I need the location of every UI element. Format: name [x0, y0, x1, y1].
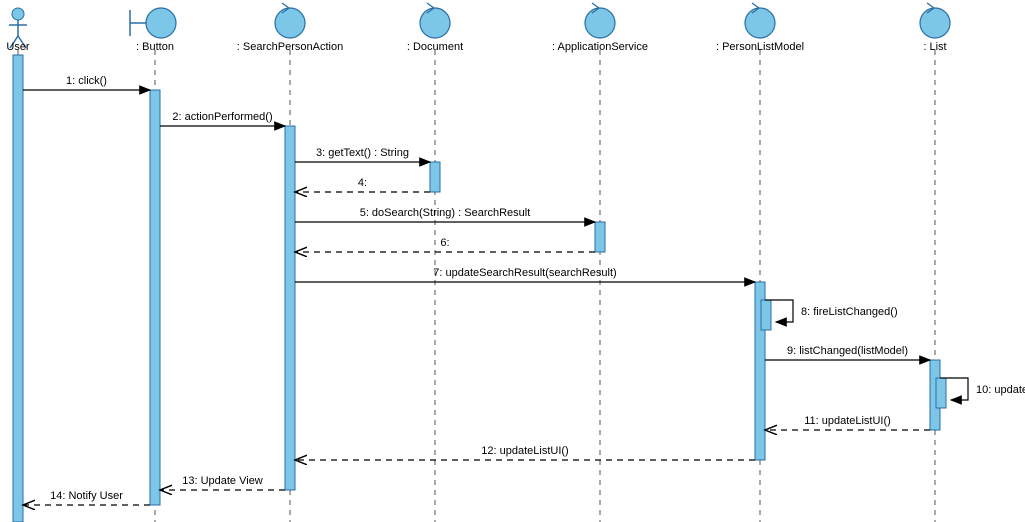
message-5: 5: doSearch(String) : SearchResult — [295, 207, 595, 222]
svg-text:13: Update View: 13: Update View — [182, 475, 263, 487]
message-12: 12: updateListUI() — [295, 445, 755, 460]
sequence-diagram: User : Button : SearchPersonAction : Docume… — [0, 0, 1025, 522]
svg-text:User: User — [6, 41, 30, 53]
message-1: 1: click() — [23, 75, 150, 90]
activation-spa — [285, 126, 295, 490]
lifeline-doc: : Document — [407, 3, 463, 522]
svg-text:: List: : List — [923, 41, 946, 53]
svg-text:7: updateSearchResult(searchRe: 7: updateSearchResult(searchResult) — [433, 267, 616, 279]
svg-text:8: fireListChanged(): 8: fireListChanged() — [801, 306, 898, 318]
message-4: 4: — [295, 177, 430, 192]
message-6: 6: — [295, 237, 595, 252]
svg-text:1: click(): 1: click() — [66, 75, 107, 87]
svg-text:: SearchPersonAction: : SearchPersonAction — [237, 41, 343, 53]
message-13: 13: Update View — [160, 475, 285, 490]
svg-text:11: updateListUI(): 11: updateListUI() — [804, 415, 891, 427]
svg-text:12: updateListUI(): 12: updateListUI() — [481, 445, 568, 457]
activation-doc — [430, 162, 440, 192]
svg-text:14: Notify User: 14: Notify User — [50, 490, 123, 502]
svg-text:: PersonListModel: : PersonListModel — [716, 41, 804, 53]
svg-text:10: updateUI(): 10: updateUI() — [976, 384, 1025, 396]
message-14: 14: Notify User — [23, 490, 150, 505]
activation-appsvc — [595, 222, 605, 252]
svg-text:9: listChanged(listModel): 9: listChanged(listModel) — [787, 345, 908, 357]
message-2: 2: actionPerformed() — [160, 111, 285, 126]
activation-user — [13, 55, 23, 522]
svg-text:: Document: : Document — [407, 41, 463, 53]
message-8: 8: fireListChanged() — [765, 300, 898, 322]
message-11: 11: updateListUI() — [765, 415, 930, 430]
activation-list — [936, 378, 946, 408]
message-7: 7: updateSearchResult(searchResult) — [295, 267, 755, 282]
svg-text:5: doSearch(String) : SearchRe: 5: doSearch(String) : SearchResult — [360, 207, 531, 219]
svg-text:2: actionPerformed(): 2: actionPerformed() — [172, 111, 272, 123]
message-9: 9: listChanged(listModel) — [765, 345, 930, 360]
activation-button — [150, 90, 160, 505]
svg-text:: Button: : Button — [136, 41, 174, 53]
svg-text:4:: 4: — [358, 177, 367, 189]
svg-text:3: getText() : String: 3: getText() : String — [316, 147, 409, 159]
svg-text:6:: 6: — [440, 237, 449, 249]
lifeline-list: : List — [920, 3, 950, 522]
message-3: 3: getText() : String — [295, 147, 430, 162]
activation-plm — [761, 300, 771, 330]
svg-text:: ApplicationService: : ApplicationService — [552, 41, 648, 53]
message-10: 10: updateUI() — [940, 378, 1025, 400]
